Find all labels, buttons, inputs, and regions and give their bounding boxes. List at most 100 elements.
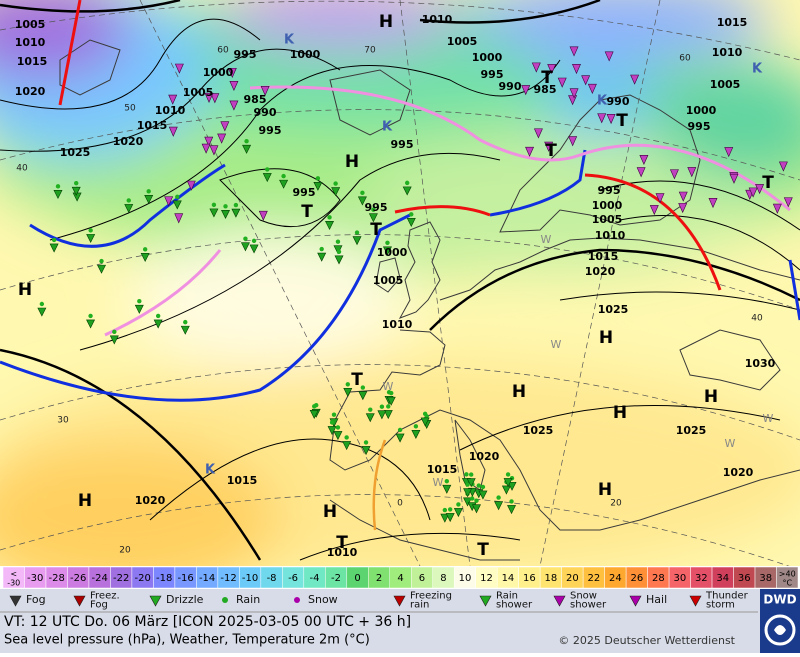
isobar-label: 995	[259, 124, 282, 137]
scale-label: -10	[242, 573, 258, 584]
rain-symbol	[469, 472, 474, 477]
isobar-label: 1000	[203, 66, 234, 79]
map-labels: 1005101010151020102510201015101010051000…	[15, 12, 776, 560]
isobar-label: 1000	[686, 104, 717, 117]
pressure-center: H	[78, 491, 92, 511]
snow-shower-symbol	[533, 128, 543, 139]
isobar-label: 1005	[592, 213, 623, 226]
pressure-center: H	[598, 480, 612, 500]
rain-shower-symbol	[352, 236, 362, 246]
scale-label: 6	[419, 573, 425, 584]
rain-symbol	[509, 499, 514, 504]
snow-shower-symbol	[569, 88, 579, 99]
snow-shower-symbol	[260, 85, 270, 97]
legend-icon	[9, 595, 22, 607]
graticule-label: 20	[119, 546, 131, 556]
scale-label: 22	[588, 573, 601, 584]
scale-label: 12	[480, 573, 493, 584]
rain-shower-symbol	[358, 391, 368, 401]
snow-shower-symbol	[581, 75, 591, 86]
rain-symbol	[368, 407, 373, 412]
rain-shower-symbol	[343, 387, 353, 397]
wind-mark: W	[433, 476, 444, 489]
wind-mark: W	[551, 338, 562, 351]
scale-label: 28	[652, 573, 665, 584]
warm-front	[394, 205, 491, 217]
rain-shower-symbol	[395, 433, 405, 443]
valid-time: VT: 12 UTC Do. 06 März [ICON 2025-03-05 …	[4, 614, 411, 630]
snow-shower-symbol	[544, 141, 554, 152]
snow-shower-symbol	[678, 191, 688, 202]
snow-shower-symbol	[587, 83, 597, 94]
rain-symbol	[142, 247, 148, 252]
warm-front	[584, 173, 722, 291]
legend-label: Freez. Fog	[90, 591, 120, 611]
snow-shower-symbol	[201, 143, 211, 154]
fronts	[0, 0, 800, 531]
rain-shower-symbol	[86, 319, 96, 329]
legend-label: Snow	[308, 593, 338, 606]
pressure-center: T	[370, 220, 382, 240]
isobar-label: 1020	[585, 265, 616, 278]
isobar-label: 1000	[377, 246, 408, 259]
isobar-label: 1010	[15, 36, 46, 49]
rain-symbol	[155, 313, 161, 319]
scale-label: -22	[113, 573, 129, 584]
pressure-center: K	[597, 94, 608, 109]
rain-symbol	[335, 239, 341, 244]
pressure-center: H	[379, 12, 393, 32]
rain-symbol	[385, 240, 390, 245]
pressure-center: T	[762, 173, 774, 193]
rain-shower-symbol	[209, 208, 219, 218]
snow-shower-symbol	[649, 205, 659, 216]
rain-shower-symbol	[262, 173, 272, 183]
snow-shower-symbol	[220, 121, 230, 132]
rain-symbol	[476, 483, 481, 488]
isobar-label: 1000	[290, 48, 321, 61]
snow-shower-symbol	[258, 210, 268, 221]
snow-shower-symbol	[630, 74, 640, 85]
rain-shower-symbol	[331, 187, 341, 197]
rain-shower-symbol	[71, 186, 81, 196]
rain-shower-symbol	[86, 234, 96, 244]
rain-symbol	[312, 404, 317, 409]
pressure-center: H	[512, 382, 526, 402]
isobar-label: 1010	[712, 46, 743, 59]
rain-symbol	[474, 498, 479, 503]
rain-symbol	[39, 301, 45, 307]
rain-shower-symbol	[442, 484, 452, 494]
rain-shower-symbol	[507, 481, 517, 491]
snow-shower-symbol	[547, 64, 557, 75]
scale-label: 2	[376, 573, 382, 584]
rain-shower-symbol	[382, 246, 392, 256]
isobar-label: 985	[244, 93, 267, 106]
rain-symbol	[363, 440, 369, 445]
rain-symbol	[55, 184, 61, 189]
snow-shower-symbol	[687, 167, 697, 178]
logo-icon	[764, 614, 796, 646]
rain-shower-symbol	[507, 505, 517, 515]
rain-shower-symbol	[134, 304, 144, 314]
cold-front	[29, 163, 226, 248]
snow-shower-symbol	[174, 63, 184, 74]
legend-label: Drizzle	[166, 593, 204, 606]
rain-symbol	[319, 246, 324, 252]
legend-icon	[689, 595, 702, 607]
snow-shower-symbol	[778, 161, 788, 172]
pressure-center: T	[336, 533, 348, 553]
rain-symbol	[265, 167, 270, 172]
snow-shower-symbol	[569, 46, 579, 57]
weather-symbols	[37, 46, 793, 523]
isobar-label: 1005	[183, 86, 214, 99]
graticule-label: 60	[679, 54, 691, 64]
rain-shower-symbol	[368, 213, 378, 223]
snow-shower-symbol	[227, 67, 237, 78]
isobar-label: 985	[534, 83, 557, 96]
isobar-label: 1010	[422, 13, 453, 26]
snow-shower-symbol	[639, 154, 649, 166]
logo-icon	[774, 625, 786, 635]
isobar-label: 1025	[523, 424, 554, 437]
rain-symbol	[329, 420, 335, 425]
snow-shower-symbol	[204, 136, 214, 147]
